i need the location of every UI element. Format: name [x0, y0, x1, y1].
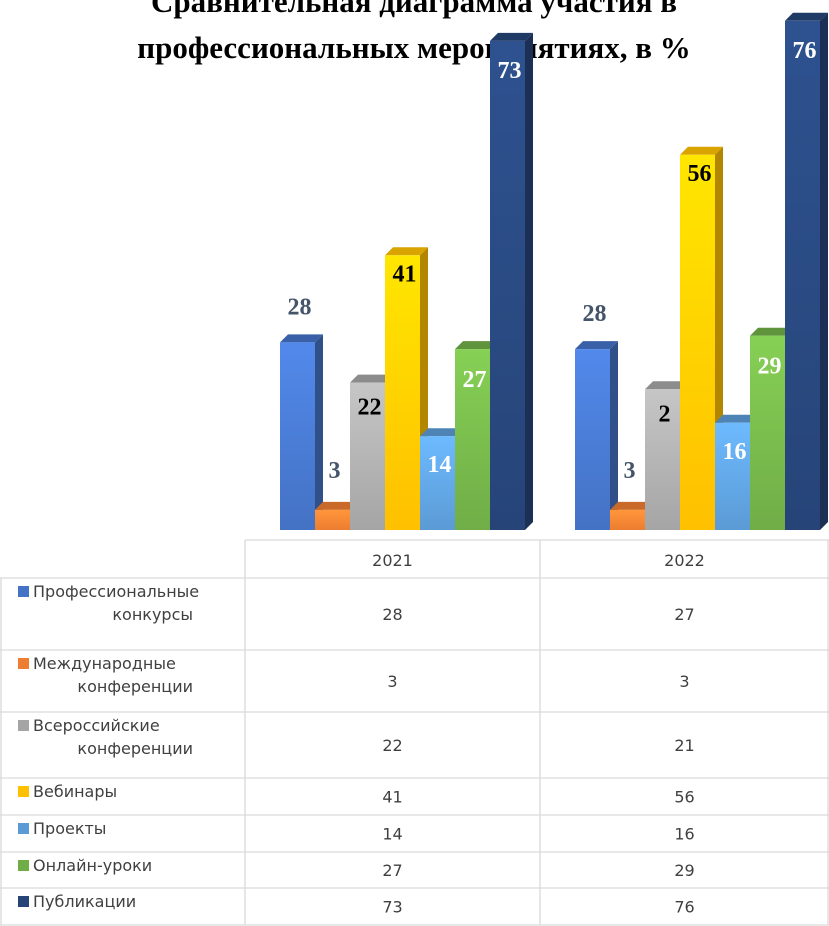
legend-swatch [18, 786, 29, 797]
data-label: 22 [358, 395, 382, 421]
legend-label: Международные конференции [33, 654, 193, 696]
table-cell: 21 [674, 736, 694, 755]
bar-top [280, 334, 323, 343]
bar [385, 255, 420, 531]
bar [715, 422, 750, 530]
data-label: 76 [793, 38, 817, 64]
bar-top [785, 12, 828, 21]
chart-title: Сравнительная диаграмма участия в [151, 0, 677, 19]
bar-top [750, 327, 793, 336]
table-cell: 28 [382, 605, 402, 624]
legend-line: Международные [33, 654, 176, 673]
data-label: 3 [624, 458, 636, 484]
table-cell: 73 [382, 898, 402, 917]
table-cell: 56 [674, 788, 694, 807]
table-cell: 16 [674, 825, 694, 844]
bar [645, 389, 680, 530]
bar-top [610, 501, 653, 510]
data-label: 14 [428, 452, 452, 478]
legend-line: Всероссийские [33, 716, 160, 735]
bar-top [350, 374, 393, 383]
data-label: 73 [498, 58, 522, 84]
bar-side [610, 341, 618, 530]
data-label: 29 [758, 354, 782, 380]
legend-line: конкурсы [112, 605, 193, 624]
bar [350, 382, 385, 530]
table-cell: 76 [674, 898, 694, 917]
table-header: 2022 [664, 551, 705, 570]
table-cell: 27 [382, 861, 402, 880]
legend-line: Профессиональные [33, 582, 199, 601]
legend-swatch [18, 720, 29, 731]
bar [280, 342, 315, 530]
legend-swatch [18, 586, 29, 597]
bar-top [455, 341, 498, 350]
bar-side [525, 32, 533, 531]
legend-label: Вебинары [33, 782, 117, 801]
bar [680, 154, 715, 531]
data-label: 16 [723, 439, 747, 465]
bar [455, 349, 490, 530]
table-cell: 27 [674, 605, 694, 624]
bar [575, 349, 610, 530]
table-cell: 3 [387, 672, 397, 691]
bar-side [315, 334, 323, 530]
table-cell: 29 [674, 861, 694, 880]
bar [315, 509, 350, 530]
table-cell: 3 [679, 672, 689, 691]
legend-label: Публикации [33, 892, 136, 911]
chart-title: профессиональных мероприятиях, в % [137, 30, 691, 65]
legend-swatch [18, 823, 29, 834]
data-label: 41 [393, 261, 417, 287]
bar [420, 436, 455, 530]
bar [610, 509, 645, 530]
bar-top [385, 247, 428, 256]
legend-swatch [18, 860, 29, 871]
legend-line: конференции [77, 677, 193, 696]
legend-line: конференции [77, 739, 193, 758]
bar-top [575, 341, 618, 350]
legend-label: Онлайн-уроки [33, 856, 152, 875]
legend-label: Проекты [33, 819, 106, 838]
data-label: 56 [688, 161, 712, 187]
legend-label: Профессиональные конкурсы [33, 582, 199, 624]
bar-top [315, 501, 358, 510]
data-label: 3 [329, 458, 341, 484]
bar-side [820, 12, 828, 531]
bar-top [715, 414, 758, 423]
bar [490, 40, 525, 531]
legend-label: Всероссийские конференции [33, 716, 193, 758]
table-cell: 22 [382, 736, 402, 755]
data-label: 2 [659, 401, 671, 427]
table-cell: 41 [382, 788, 402, 807]
data-label: 28 [583, 301, 607, 327]
bar-top [490, 32, 533, 41]
table-header: 2021 [372, 551, 413, 570]
data-label: 27 [463, 367, 487, 393]
table-cell: 14 [382, 825, 402, 844]
bar-top [645, 381, 688, 390]
data-label: 28 [288, 294, 312, 320]
bar-top [680, 146, 723, 155]
legend-swatch [18, 896, 29, 907]
bar [750, 335, 785, 530]
bar [785, 20, 820, 531]
bar-top [420, 428, 463, 437]
legend-swatch [18, 658, 29, 669]
